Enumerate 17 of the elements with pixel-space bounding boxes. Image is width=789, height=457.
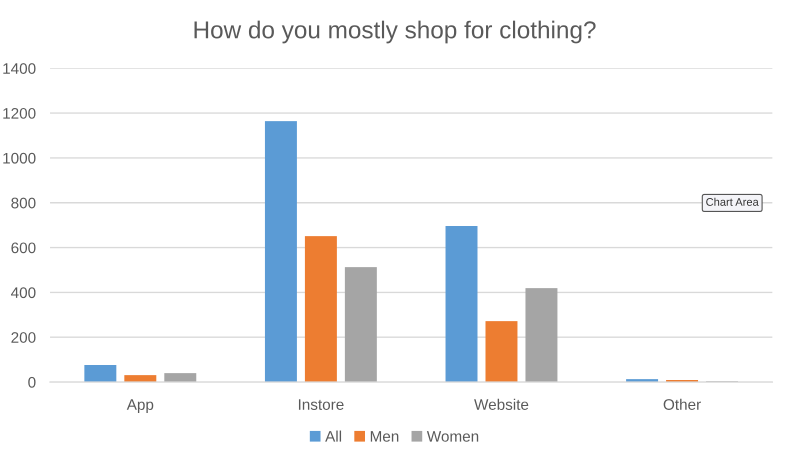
y-tick-label: 600: [11, 242, 36, 254]
legend-label: Women: [426, 431, 478, 442]
y-tick-label: 800: [11, 198, 36, 208]
legend-label: Men: [370, 431, 398, 442]
x-tick-label: Website: [474, 398, 528, 410]
y-tick-label: 200: [11, 332, 36, 343]
y-tick-label: 1000: [3, 152, 36, 164]
legend-label: All: [325, 430, 342, 442]
y-tick-label: 400: [10, 287, 36, 298]
annotation: Chart Area: [706, 198, 759, 206]
x-tick-label: App: [126, 399, 154, 413]
y-tick-label: 0: [28, 376, 36, 388]
x-tick-label: Instore: [298, 399, 344, 410]
y-tick-label: 1400: [3, 63, 36, 74]
y-tick-label: 1200: [3, 108, 36, 119]
x-tick-label: Other: [664, 398, 701, 410]
chart-title: How do you mostly shop for clothing?: [194, 20, 596, 44]
